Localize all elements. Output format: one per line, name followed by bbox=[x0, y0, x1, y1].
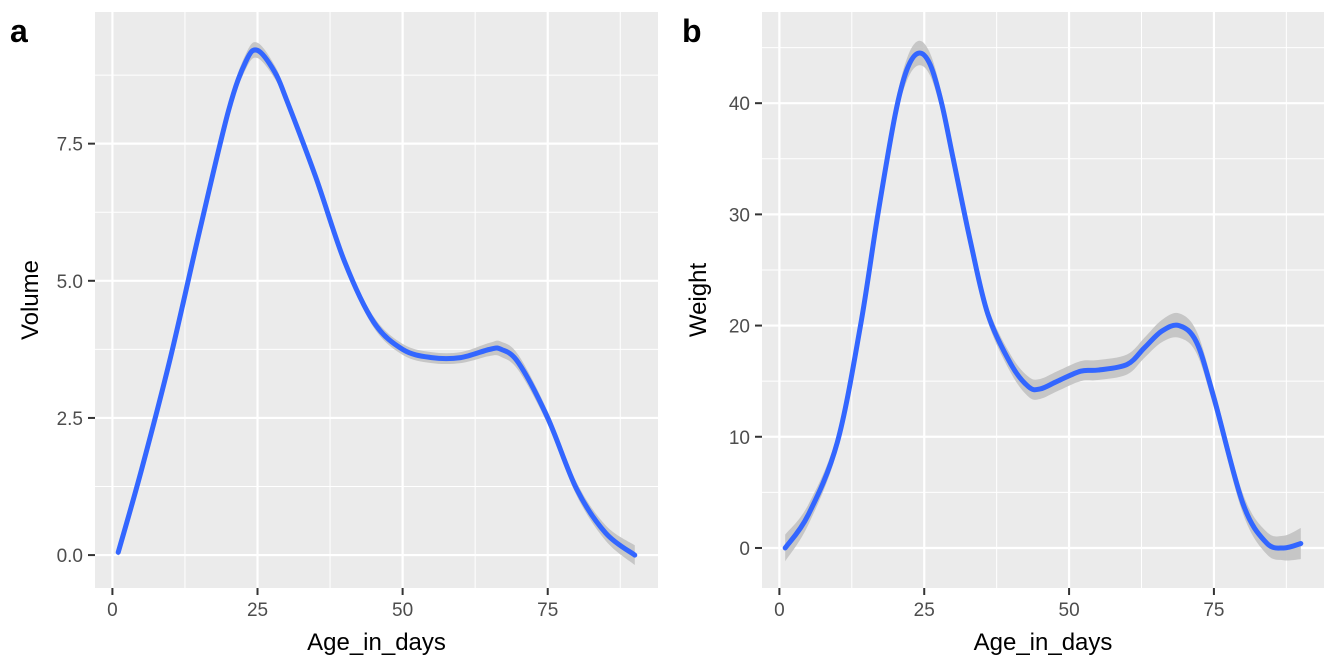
y-tick-label: 40 bbox=[729, 94, 750, 115]
y-tick-label: 20 bbox=[729, 317, 750, 338]
grid bbox=[95, 12, 658, 588]
confidence-band bbox=[785, 40, 1301, 562]
axes: 0.0 2.5 5.0 7.5 0 25 50 75 bbox=[57, 135, 559, 621]
x-tick-label: 50 bbox=[1059, 600, 1080, 621]
x-axis-title: Age_in_days bbox=[307, 629, 446, 656]
x-tick-label: 50 bbox=[392, 600, 413, 621]
series-line bbox=[115, 47, 638, 558]
x-axis-title: Age_in_days bbox=[974, 629, 1113, 656]
plot-panel bbox=[95, 12, 658, 588]
y-tick-label: 2.5 bbox=[57, 409, 83, 430]
x-tick-label: 75 bbox=[1203, 600, 1224, 621]
x-tick-label: 25 bbox=[914, 600, 935, 621]
axes: 0 10 20 30 40 0 25 50 75 bbox=[729, 94, 1225, 621]
y-axis-title: Volume bbox=[17, 260, 44, 340]
y-tick-label: 10 bbox=[729, 428, 750, 449]
y-tick-label: 0.0 bbox=[57, 546, 83, 567]
panel-b: 0 10 20 30 40 0 25 50 75 Age_in_days Weight b bbox=[682, 12, 1324, 656]
panel-a: 0.0 2.5 5.0 7.5 0 25 50 75 Age_in_days Volume a bbox=[10, 12, 658, 656]
panel-tag: b bbox=[682, 13, 702, 49]
series-line bbox=[782, 50, 1304, 551]
x-tick-label: 0 bbox=[107, 600, 118, 621]
y-tick-label: 7.5 bbox=[57, 135, 83, 156]
x-tick-label: 0 bbox=[774, 600, 785, 621]
y-tick-label: 5.0 bbox=[57, 272, 83, 293]
panel-tag: a bbox=[10, 13, 28, 49]
y-tick-label: 30 bbox=[729, 205, 750, 226]
x-tick-label: 25 bbox=[247, 600, 268, 621]
y-tick-label: 0 bbox=[739, 539, 750, 560]
y-axis-title: Weight bbox=[685, 263, 712, 338]
grid bbox=[762, 12, 1324, 588]
x-tick-label: 75 bbox=[537, 600, 558, 621]
